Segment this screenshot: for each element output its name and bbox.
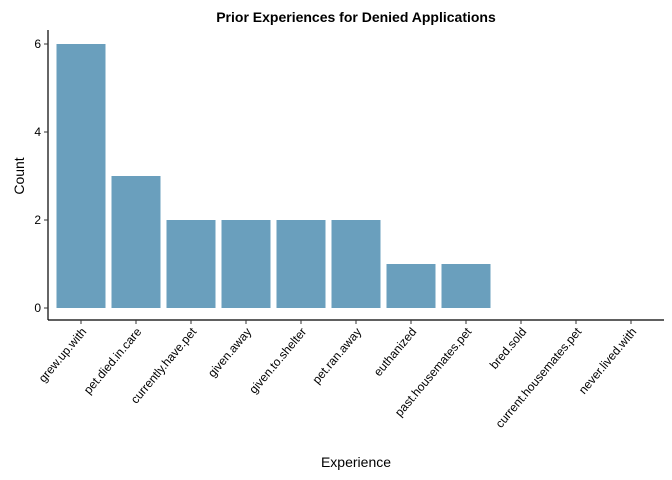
x-tick-label: given.away (205, 325, 254, 380)
y-axis: 0 2 4 6 (34, 30, 49, 320)
bar-currently-have-pet (166, 220, 216, 308)
x-tick-label: grew.up.with (36, 325, 90, 385)
bars-group (56, 44, 491, 308)
bar-euthanized (386, 264, 436, 308)
y-tick-label: 2 (34, 213, 41, 227)
x-axis: grew.up.withpet.died.in.carecurrently.ha… (36, 319, 664, 431)
y-tick-label: 6 (34, 37, 41, 51)
x-tick-label: given.to.shelter (246, 325, 309, 396)
x-tick-label: pet.died.in.care (81, 325, 145, 397)
x-axis-title: Experience (321, 454, 391, 470)
bar-past-housemates-pet (441, 264, 491, 308)
y-tick-label: 0 (34, 301, 41, 315)
x-tick-label: euthanized (371, 325, 419, 379)
bar-given-to-shelter (276, 220, 326, 308)
x-tick-label: bred.sold (487, 325, 529, 372)
chart-title: Prior Experiences for Denied Application… (216, 9, 496, 25)
bar-pet-died-in-care (111, 176, 161, 308)
y-axis-title: Count (11, 157, 27, 194)
bar-grew-up-with (56, 44, 106, 308)
bar-given-away (221, 220, 271, 308)
y-tick-label: 4 (34, 125, 41, 139)
x-tick-label: pet.ran.away (309, 325, 364, 387)
bar-pet-ran-away (331, 220, 381, 308)
x-tick-label: never.lived.with (576, 325, 639, 397)
